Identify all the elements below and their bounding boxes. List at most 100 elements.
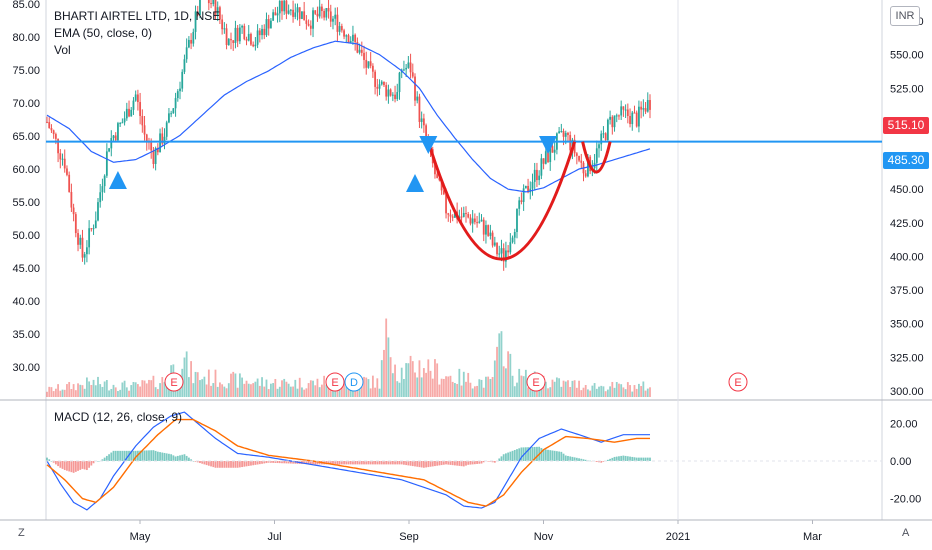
event-marker-label: E <box>734 377 741 389</box>
macd-histogram-bar <box>59 461 62 468</box>
macd-histogram-bar <box>230 461 232 468</box>
macd-histogram-bar <box>181 454 184 461</box>
candle-body <box>159 133 161 153</box>
volume-bar <box>578 380 580 397</box>
macd-histogram-bar <box>150 450 153 461</box>
macd-histogram-bar <box>70 461 73 473</box>
candle-body <box>638 106 640 127</box>
volume-bar <box>241 377 243 397</box>
macd-histogram-bar <box>575 457 578 461</box>
candle-body <box>624 109 627 111</box>
volume-bar <box>591 385 594 397</box>
volume-bar <box>225 388 228 397</box>
volume-bar <box>46 391 48 397</box>
volume-bar <box>261 377 263 397</box>
candle-body <box>533 169 536 182</box>
candle-body <box>513 232 516 238</box>
candle-body <box>86 247 88 255</box>
right-axis-tick: 300.00 <box>890 386 924 398</box>
macd-histogram-bar <box>476 461 478 464</box>
macd-histogram-bar <box>303 461 306 465</box>
macd-histogram-bar <box>92 461 95 464</box>
candle-body <box>46 121 48 123</box>
macd-histogram-bar <box>407 461 410 466</box>
candle-body <box>629 116 631 125</box>
log-scale-button[interactable]: Z <box>18 527 25 539</box>
macd-histogram-bar <box>278 461 281 464</box>
volume-bar <box>458 368 461 397</box>
macd-histogram-bar <box>241 461 243 468</box>
volume-bar <box>626 382 629 397</box>
candle-body <box>99 192 102 203</box>
up-arrow-marker <box>406 174 425 192</box>
volume-bar <box>110 388 113 397</box>
volume-bar <box>314 385 317 397</box>
candle-body <box>289 9 292 11</box>
volume-bar <box>646 388 649 397</box>
macd-histogram-bar <box>442 461 445 465</box>
candle-body <box>276 13 279 16</box>
candle-body <box>128 108 130 117</box>
candle-body <box>136 94 139 103</box>
event-marker <box>728 372 748 392</box>
volume-bar <box>256 378 259 397</box>
candle-body <box>391 94 394 96</box>
volume-bar <box>108 390 110 397</box>
macd-histogram-bar <box>139 450 142 461</box>
volume-bar <box>629 385 631 397</box>
volume-bar <box>618 383 620 397</box>
macd-histogram-bar <box>409 461 412 466</box>
volume-bar <box>602 386 605 397</box>
macd-histogram-bar <box>371 461 374 465</box>
volume-bar <box>252 383 255 397</box>
macd-histogram-bar <box>511 450 514 461</box>
event-marker <box>526 372 546 392</box>
macd-histogram-bar <box>624 455 627 461</box>
auto-scale-button[interactable]: A <box>902 527 910 539</box>
candle-body <box>292 9 294 17</box>
volume-bar <box>409 355 412 397</box>
candle-body <box>256 30 259 45</box>
event-marker <box>344 372 364 392</box>
volume-bar <box>480 379 483 397</box>
volume-bar <box>72 384 75 397</box>
volume-bar <box>469 382 472 397</box>
macd-histogram-bar <box>458 461 461 466</box>
macd-histogram-bar <box>418 461 421 468</box>
candle-body <box>296 7 299 13</box>
volume-bar <box>502 366 505 397</box>
candle-body <box>646 100 649 112</box>
macd-histogram-bar <box>573 457 576 461</box>
candle-body <box>509 242 512 253</box>
volume-bar <box>407 363 410 397</box>
macd-histogram-bar <box>108 454 110 461</box>
candle-body <box>320 6 323 11</box>
macd-histogram-bar <box>626 456 629 461</box>
resistance-price-tag: 485.30 <box>883 152 929 169</box>
macd-histogram-bar <box>549 450 552 461</box>
candle-body <box>325 8 328 18</box>
candle-body <box>471 218 474 224</box>
macd-histogram-bar <box>345 461 348 465</box>
macd-histogram-bar <box>482 461 485 463</box>
candle-body <box>374 71 377 87</box>
candle-body <box>609 116 611 120</box>
macd-histogram-bar <box>358 461 361 465</box>
candle-body <box>97 202 99 221</box>
volume-bar <box>50 387 53 397</box>
volume-bar <box>604 391 607 397</box>
macd-histogram-bar <box>250 461 252 466</box>
macd-histogram-bar <box>640 457 643 461</box>
macd-histogram-bar <box>223 461 226 468</box>
macd-histogram-bar <box>611 457 614 461</box>
macd-histogram-bar <box>329 461 332 465</box>
candle-body <box>232 40 235 43</box>
candle-body <box>238 27 241 42</box>
macd-histogram-bar <box>584 459 587 461</box>
volume-bar <box>117 391 119 397</box>
volume-bar <box>143 380 146 397</box>
event-marker <box>325 372 345 392</box>
macd-legend: MACD (12, 26, close, 9) <box>54 410 183 424</box>
currency-badge[interactable]: INR <box>890 6 920 26</box>
